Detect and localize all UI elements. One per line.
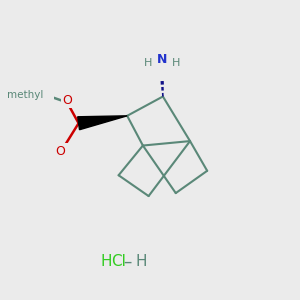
Text: O: O <box>55 145 65 158</box>
Text: H: H <box>136 254 147 269</box>
Text: N: N <box>157 53 167 66</box>
Text: O: O <box>62 94 72 107</box>
Text: H: H <box>144 58 152 68</box>
Text: Cl: Cl <box>112 254 126 269</box>
Text: methyl: methyl <box>7 90 44 100</box>
Text: H: H <box>100 254 112 269</box>
Text: –: – <box>123 253 131 271</box>
FancyBboxPatch shape <box>150 55 173 79</box>
FancyBboxPatch shape <box>61 97 73 108</box>
FancyBboxPatch shape <box>57 142 69 154</box>
Polygon shape <box>78 116 127 130</box>
Text: H: H <box>172 58 180 68</box>
FancyBboxPatch shape <box>37 86 54 104</box>
